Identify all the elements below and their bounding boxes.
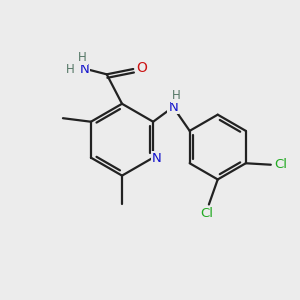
- Text: Cl: Cl: [200, 207, 213, 220]
- Text: N: N: [168, 100, 178, 113]
- Text: O: O: [136, 61, 148, 75]
- Text: H: H: [172, 89, 181, 102]
- Text: H: H: [65, 63, 74, 76]
- Text: H: H: [78, 51, 87, 64]
- Text: N: N: [152, 152, 161, 165]
- Text: N: N: [80, 62, 89, 76]
- Text: Cl: Cl: [274, 158, 288, 171]
